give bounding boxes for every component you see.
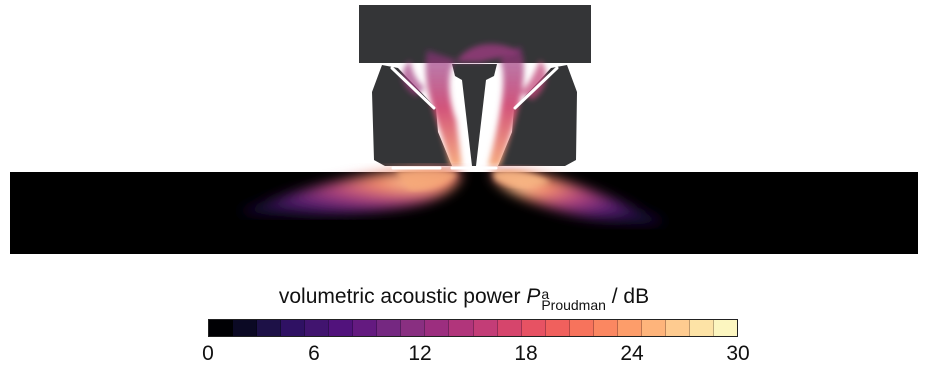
colorbar-segment xyxy=(713,320,738,336)
power-field-lower-right xyxy=(490,170,666,224)
colorbar-tick-0: 0 xyxy=(202,342,214,365)
power-field-lower-left xyxy=(238,167,462,215)
power-field-cavity xyxy=(402,43,547,166)
colorbar xyxy=(208,319,738,337)
colorbar-segment xyxy=(521,320,546,336)
colorbar-segment xyxy=(305,320,330,336)
colorbar-segment xyxy=(329,320,354,336)
colorbar-tick-30: 30 xyxy=(726,342,750,365)
colorbar-segment xyxy=(641,320,666,336)
colorbar-segment xyxy=(377,320,402,336)
right-side-body xyxy=(498,65,577,166)
central-cone xyxy=(452,64,497,166)
colorbar-segment xyxy=(401,320,426,336)
colorbar-tick-6: 6 xyxy=(308,342,320,365)
colorbar-segment xyxy=(209,320,234,336)
colorbar-segment xyxy=(473,320,498,336)
colorbar-segment xyxy=(497,320,522,336)
colorbar-superscript: a xyxy=(541,286,550,302)
colorbar-segment xyxy=(617,320,642,336)
colorbar-segment xyxy=(353,320,378,336)
colorbar-symbol: P xyxy=(526,285,541,308)
colorbar-subscript: Proudman xyxy=(541,297,606,313)
left-side-body xyxy=(372,65,452,166)
wall-slits xyxy=(390,66,559,170)
colorbar-unit: / dB xyxy=(605,285,650,308)
colorbar-segment xyxy=(569,320,594,336)
colorbar-segment xyxy=(257,320,282,336)
colorbar-segment xyxy=(545,320,570,336)
colorbar-symbol-scripts: a Proudman xyxy=(541,286,606,313)
colorbar-segment xyxy=(665,320,690,336)
colorbar-segment xyxy=(689,320,714,336)
colorbar-tick-12: 12 xyxy=(408,342,432,365)
colorbar-tick-18: 18 xyxy=(514,342,538,365)
colorbar-title-text: volumetric acoustic power xyxy=(278,285,527,308)
colorbar-segment xyxy=(281,320,306,336)
colorbar-segment xyxy=(593,320,618,336)
colorbar-segment xyxy=(233,320,258,336)
colorbar-segment xyxy=(449,320,474,336)
lower-channel-domain xyxy=(10,172,918,254)
colorbar-tick-24: 24 xyxy=(620,342,644,365)
colorbar-segment xyxy=(425,320,450,336)
